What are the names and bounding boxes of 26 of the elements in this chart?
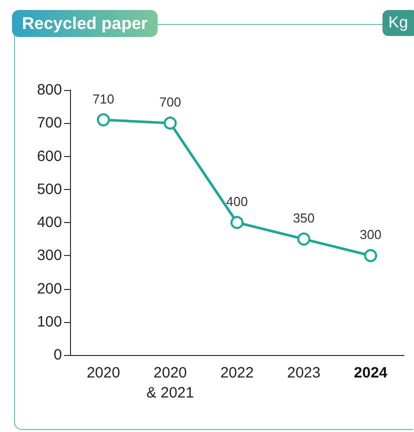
y-tick-label: 500	[36, 180, 62, 198]
y-tick-label: 800	[36, 82, 62, 98]
data-label: 710	[92, 91, 114, 106]
y-tick-label: 700	[36, 114, 62, 132]
y-tick-label: 0	[54, 346, 62, 364]
data-label: 400	[226, 194, 248, 209]
x-tick-label: 2023	[287, 364, 320, 382]
y-tick-label: 100	[36, 313, 62, 330]
x-tick-label: 2024	[354, 364, 388, 382]
point	[364, 249, 378, 262]
point	[96, 113, 110, 126]
y-tick-label: 400	[36, 214, 62, 231]
point	[297, 232, 310, 246]
y-tick-label: 600	[36, 148, 62, 165]
chart-title: Recycled paper	[22, 14, 148, 33]
x-tick-label: 2020 & 2021	[146, 364, 194, 402]
data-label: 700	[159, 94, 182, 110]
data-label: 300	[360, 227, 382, 242]
y-axis-title: Kg	[388, 14, 408, 32]
x-tick-label: 2022	[220, 364, 254, 382]
y-tick-label: 200	[36, 280, 62, 298]
y-tick-label: 300	[36, 247, 62, 264]
point	[164, 116, 177, 130]
point	[230, 216, 244, 229]
x-tick-label: 2020	[86, 364, 120, 382]
data-label: 350	[292, 210, 315, 226]
